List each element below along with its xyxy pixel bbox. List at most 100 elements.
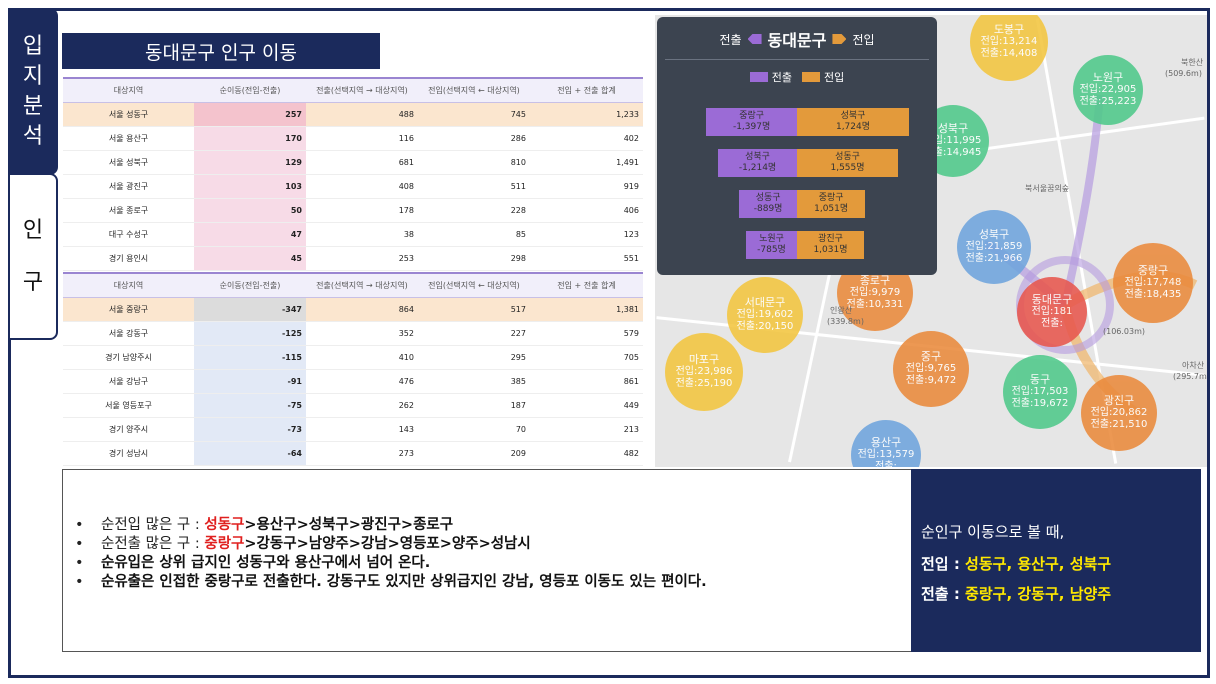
table-row[interactable]: 경기 양주시 -73 143 70 213: [63, 417, 643, 442]
table-row[interactable]: 경기 성남시 -64 273 209 482: [63, 441, 643, 466]
tab-location-analysis[interactable]: 입 지 분 석: [8, 8, 58, 175]
table-row[interactable]: 서울 성북구 129 681 810 1,491: [63, 150, 643, 175]
value-cell: 488: [306, 102, 418, 127]
table-row[interactable]: 서울 강남구 -91 476 385 861: [63, 369, 643, 394]
out-bar[interactable]: 성북구 -1,214명: [718, 149, 797, 177]
tab-char: 입: [22, 33, 44, 59]
summary-box: • 순전입 많은 구 : 성동구>용산구>성북구>광진구>종로구 • 순전출 많…: [62, 469, 912, 652]
table-row[interactable]: 서울 중랑구 -347 864 517 1,381: [63, 297, 643, 322]
conclusion-out-label: 전출 :: [921, 585, 966, 603]
value-cell: 352: [306, 321, 418, 346]
migration-bar-panel: 전출 동대문구 전입 전출 전입 중랑구 -1,397명 성북구 1,724명 성북구 -…: [657, 17, 937, 275]
column-header: 대상지역: [63, 77, 194, 103]
value-cell: 227: [418, 321, 530, 346]
table-row[interactable]: 대구 수성구 47 38 85 123: [63, 222, 643, 247]
column-header: 전출(선택지역 → 대상지역): [306, 77, 418, 103]
bubble-name: 마포구: [688, 353, 720, 366]
bullet: •: [75, 555, 84, 571]
bubble-value: 전입:22,905: [1079, 84, 1137, 95]
bullet-text: 순유입은 상위 급지인 성동구와 용산구에서 넘어 온다.: [101, 555, 431, 571]
out-bar[interactable]: 노원구 -785명: [746, 231, 797, 259]
conclusion-in-value: 성동구, 용산구, 성북구: [965, 555, 1112, 573]
table-row[interactable]: 경기 용인시 45 253 298 551: [63, 246, 643, 271]
region-cell: 서울 용산구: [63, 126, 194, 151]
bubble-value: 전출:: [1041, 318, 1063, 329]
bubble-value: 전입:17,748: [1124, 277, 1182, 288]
bar-label: 성북구: [840, 111, 866, 121]
value-cell: 745: [418, 102, 530, 127]
bullet-highlight: 성동구: [204, 517, 245, 533]
bar-label: 성동구: [755, 193, 781, 203]
value-cell: 406: [530, 198, 643, 223]
tab-population[interactable]: 인 구: [8, 173, 58, 340]
column-header: 전출(선택지역 → 대상지역): [306, 272, 418, 298]
bullet: •: [75, 517, 84, 533]
value-cell: 129: [194, 150, 306, 175]
in-bar[interactable]: 중랑구 1,051명: [797, 190, 866, 218]
district-bubble[interactable]: 중구 전입:9,765 전출:9,472: [893, 331, 969, 407]
table-row[interactable]: 서울 영등포구 -75 262 187 449: [63, 393, 643, 418]
district-bubble[interactable]: 서대문구 전입:19,602 전출:20,150: [727, 277, 803, 353]
value-cell: 257: [194, 102, 306, 127]
table-row[interactable]: 서울 성동구 257 488 745 1,233: [63, 102, 643, 127]
region-cell: 서울 영등포구: [63, 393, 194, 418]
bullet-rest: >용산구>성북구>광진구>종로구: [244, 517, 454, 533]
table-row[interactable]: 서울 종로구 50 178 228 406: [63, 198, 643, 223]
panel-out-label: 전출: [719, 32, 742, 47]
table-row[interactable]: 경기 남양주시 -115 410 295 705: [63, 345, 643, 370]
bubble-value: 전출:19,672: [1011, 398, 1069, 409]
district-bubble[interactable]: 도봉구 전입:13,214 전출:14,408: [970, 15, 1048, 81]
legend-out-swatch: [749, 72, 768, 82]
in-bar[interactable]: 광진구 1,031명: [797, 231, 864, 259]
conclusion-box: 순인구 이동으로 볼 때, 전입 : 성동구, 용산구, 성북구 전출 : 중랑…: [911, 469, 1201, 652]
column-header: 순이동(전입-전출): [194, 272, 306, 298]
bar-label: 노원구: [759, 234, 784, 244]
value-cell: -347: [194, 297, 306, 322]
district-bubble[interactable]: 광진구 전입:20,862 전출:21,510: [1081, 375, 1157, 451]
district-bubble[interactable]: 성북구 전입:21,859 전출:21,966: [957, 210, 1031, 284]
list-item: • 순전출 많은 구 : 중랑구>강동구>남양주>강남>영등포>양주>성남시: [75, 535, 707, 554]
net-inflow-table: 대상지역 순이동(전입-전출) 전출(선택지역 → 대상지역) 전입(선택지역 …: [63, 77, 643, 271]
legend-in-swatch: [802, 72, 820, 82]
value-cell: 178: [306, 198, 418, 223]
value-cell: 170: [194, 126, 306, 151]
table-row[interactable]: 서울 용산구 170 116 286 402: [63, 126, 643, 151]
district-bubble[interactable]: 마포구 전입:23,986 전출:25,190: [665, 333, 743, 411]
table-header-row: 대상지역 순이동(전입-전출) 전출(선택지역 → 대상지역) 전입(선택지역 …: [63, 77, 643, 103]
bubble-value: 전입:13,214: [980, 36, 1038, 47]
bubble-value: 전출:21,510: [1090, 419, 1148, 430]
column-header: 전입 + 전출 합계: [530, 272, 643, 298]
in-bar[interactable]: 성북구 1,724명: [797, 108, 909, 136]
value-cell: 273: [306, 441, 418, 466]
bubble-name: 용산구: [870, 436, 902, 449]
value-cell: 286: [418, 126, 530, 151]
value-cell: 143: [306, 417, 418, 442]
value-cell: 402: [530, 126, 643, 151]
district-bubble[interactable]: 노원구 전입:22,905 전출:25,223: [1073, 55, 1143, 125]
conclusion-out: 전출 : 중랑구, 강동구, 남양주: [921, 583, 1111, 604]
value-cell: 408: [306, 174, 418, 199]
district-bubble[interactable]: 용산구 전입:13,579 전출:: [851, 420, 921, 467]
conclusion-intro: 순인구 이동으로 볼 때,: [921, 523, 1065, 541]
bubble-value: 전입:19,602: [736, 309, 794, 320]
bar-label: 광진구: [818, 234, 843, 244]
bar-value: 1,031명: [813, 245, 848, 255]
value-cell: 449: [530, 393, 643, 418]
district-bubble[interactable]: 동대문구 전입:181 전출:: [1017, 277, 1087, 347]
bubble-name: 성북구: [937, 122, 969, 135]
map-label: 인왕산: [830, 306, 853, 315]
in-bar[interactable]: 성동구 1,555명: [797, 149, 899, 177]
table-row[interactable]: 서울 강동구 -125 352 227 579: [63, 321, 643, 346]
region-cell: 경기 성남시: [63, 441, 194, 466]
bar-label: 중랑구: [818, 193, 844, 203]
bubble-value: 전출:10,331: [846, 299, 904, 310]
map-label: (339.8m): [827, 317, 864, 326]
bubble-value: 전입:181: [1031, 306, 1073, 317]
tab-char: 석: [22, 123, 44, 149]
out-bar[interactable]: 성동구 -889명: [739, 190, 797, 218]
bubble-value: 전입:9,979: [849, 287, 901, 298]
district-bubble[interactable]: 동구 전입:17,503 전출:19,672: [1003, 355, 1077, 429]
table-row[interactable]: 서울 광진구 103 408 511 919: [63, 174, 643, 199]
district-bubble[interactable]: 중랑구 전입:17,748 전출:18,435: [1113, 243, 1193, 323]
out-bar[interactable]: 중랑구 -1,397명: [706, 108, 797, 136]
